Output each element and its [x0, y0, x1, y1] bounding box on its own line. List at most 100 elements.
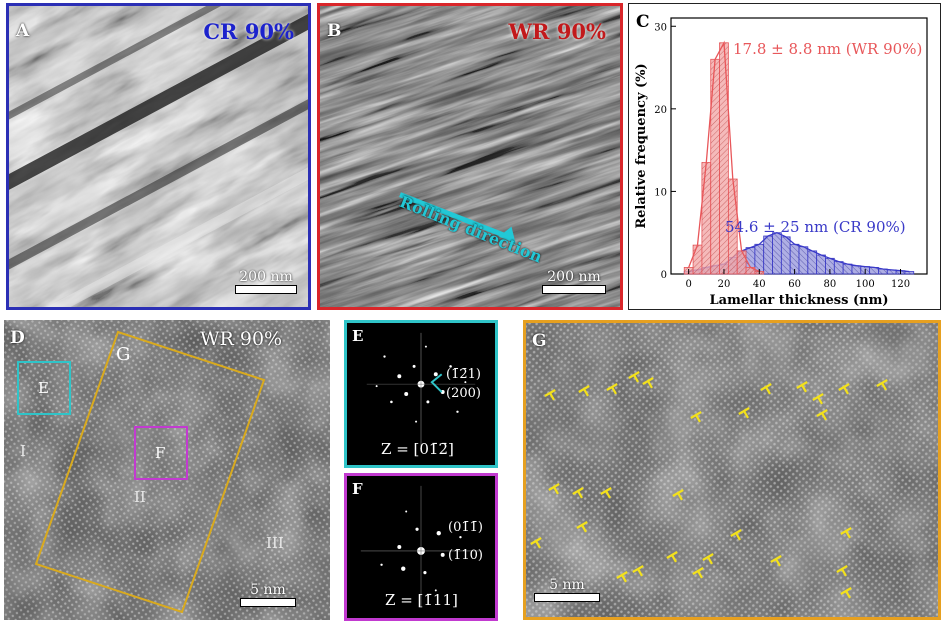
panel-label-a: A [16, 21, 30, 41]
hrtem-image-d [4, 320, 330, 620]
dislocation-symbol [666, 551, 678, 563]
scale-bar-d-line [240, 598, 296, 607]
hist-bar-hatch [878, 269, 888, 274]
scale-bar-d: 5 nm [240, 582, 296, 607]
x-tick-label: 40 [753, 279, 766, 290]
hist-bar-hatch [781, 236, 791, 274]
fft-pattern-e [347, 323, 495, 465]
dislocation-symbol [548, 483, 560, 495]
dislocation-symbol [606, 383, 618, 395]
scale-bar-a-label: 200 nm [239, 269, 293, 285]
panel-f-fft: F (01̄1̄) (1̄10) Z = [1̄11] [344, 473, 498, 621]
hist-bar-hatch [807, 250, 817, 274]
panel-label-d: D [10, 328, 25, 348]
region-e-label: E [38, 379, 49, 397]
scale-bar-a: 200 nm [235, 269, 297, 294]
tem-micrograph-a [9, 6, 308, 307]
dislocation-symbol [578, 385, 590, 397]
x-tick-label: 0 [685, 279, 691, 290]
dislocation-symbol [770, 555, 782, 567]
panel-label-f: F [352, 480, 363, 498]
dislocation-symbol [672, 489, 684, 501]
dislocation-symbol [738, 407, 750, 419]
fft-f-spot-1: (01̄1̄) [448, 520, 483, 535]
hist-bar-hatch [737, 250, 747, 274]
thickness-histogram: 0 20 40 60 80 100 120 0 10 20 30 Lamellar thickness… [634, 17, 928, 308]
dislocation-symbol [730, 529, 742, 541]
scale-bar-b-line [542, 285, 606, 294]
scale-bar-b: 200 nm [542, 269, 606, 294]
region-f-box [134, 426, 188, 480]
scale-bar-g-label: 5 nm [549, 577, 585, 593]
dislocation-symbol [692, 567, 704, 579]
region-f-label: F [155, 444, 166, 462]
dislocation-symbol [632, 565, 644, 577]
hist-bar-hatch [843, 264, 852, 274]
dislocation-symbol [600, 487, 612, 499]
hist-bar-hatch [887, 269, 897, 274]
scale-bar-b-label: 200 nm [547, 269, 601, 285]
panel-label-b: B [327, 21, 342, 41]
hist-bar-hatch [728, 179, 738, 274]
x-tick-label: 60 [788, 279, 801, 290]
y-tick-label: 20 [654, 105, 667, 116]
hist-bar-hatch [763, 236, 773, 274]
hist-bar-hatch [834, 261, 844, 274]
dislocation-symbol [796, 381, 808, 393]
fft-f-zone-axis: Z = [1̄11] [385, 591, 458, 609]
dislocation-symbol [840, 527, 852, 539]
hist-bar-hatch [799, 246, 808, 274]
fft-pattern-f [347, 476, 495, 618]
dislocation-symbol [838, 383, 850, 395]
x-tick-label: 120 [891, 279, 910, 290]
dislocation-symbol [816, 409, 828, 421]
dislocation-symbol [544, 389, 556, 401]
hist-bar-hatch [790, 244, 799, 274]
hist-bar-hatch [746, 247, 755, 274]
hist-bar-hatch [754, 244, 764, 274]
annotation-cr: 54.6 ± 25 nm (CR 90%) [725, 218, 906, 236]
fft-e-spot-1: (1̄2̄1) [446, 367, 481, 382]
panel-label-c: C [636, 12, 650, 32]
zone-iii-label: III [266, 534, 284, 552]
dislocation-symbol [760, 383, 772, 395]
scale-bar-d-label: 5 nm [250, 582, 286, 598]
x-axis-label: Lamellar thickness (nm) [710, 293, 889, 308]
panel-label-e: E [352, 327, 364, 345]
dislocation-symbol [628, 371, 640, 383]
panel-label-g: G [532, 331, 547, 351]
y-tick-label: 30 [654, 22, 667, 33]
panel-b: B WR 90% Rolling direction 200 nm [317, 3, 623, 310]
rolling-direction-arrow [399, 192, 509, 240]
region-e-box [17, 361, 71, 415]
fft-e-spot-2: (200) [446, 386, 481, 401]
hist-bar-hatch [816, 255, 826, 274]
panel-a-tag: CR 90% [203, 19, 294, 44]
dislocation-symbol [616, 571, 628, 583]
panel-d-tag: WR 90% [200, 328, 283, 350]
scale-bar-g: 5 nm [534, 577, 600, 602]
y-axis-label: Relative frequency (%) [634, 63, 649, 228]
dislocation-markers [530, 371, 888, 599]
hist-bar-hatch [701, 162, 711, 274]
panel-c-chart: 0 20 40 60 80 100 120 0 10 20 30 Lamellar thickness… [628, 3, 941, 310]
fft-e-zone-axis: Z = [01̄2̄] [381, 440, 454, 458]
hrtem-image-g [526, 323, 938, 617]
y-tick-label: 0 [661, 270, 667, 281]
zone-ii-label: II [134, 488, 146, 506]
fft-e-angle-marker [430, 373, 443, 393]
hist-bar-hatch [710, 59, 720, 275]
zone-i-label: I [20, 442, 26, 460]
dislocation-symbol [836, 565, 848, 577]
hist-bar-hatch [719, 42, 729, 274]
fft-f-spot-2: (1̄10) [448, 548, 483, 563]
hist-bar-hatch [869, 267, 879, 274]
panel-g: G 5 nm [523, 320, 941, 620]
annotation-wr: 17.8 ± 8.8 nm (WR 90%) [733, 40, 922, 58]
hist-bar-hatch [693, 245, 702, 274]
tem-micrograph-b [320, 6, 620, 307]
panel-e-fft: E (1̄2̄1) (200) Z = [01̄2̄] [344, 320, 498, 468]
hist-bar-hatch [904, 271, 914, 274]
dislocation-symbol [572, 487, 584, 499]
x-tick-label: 100 [856, 279, 875, 290]
